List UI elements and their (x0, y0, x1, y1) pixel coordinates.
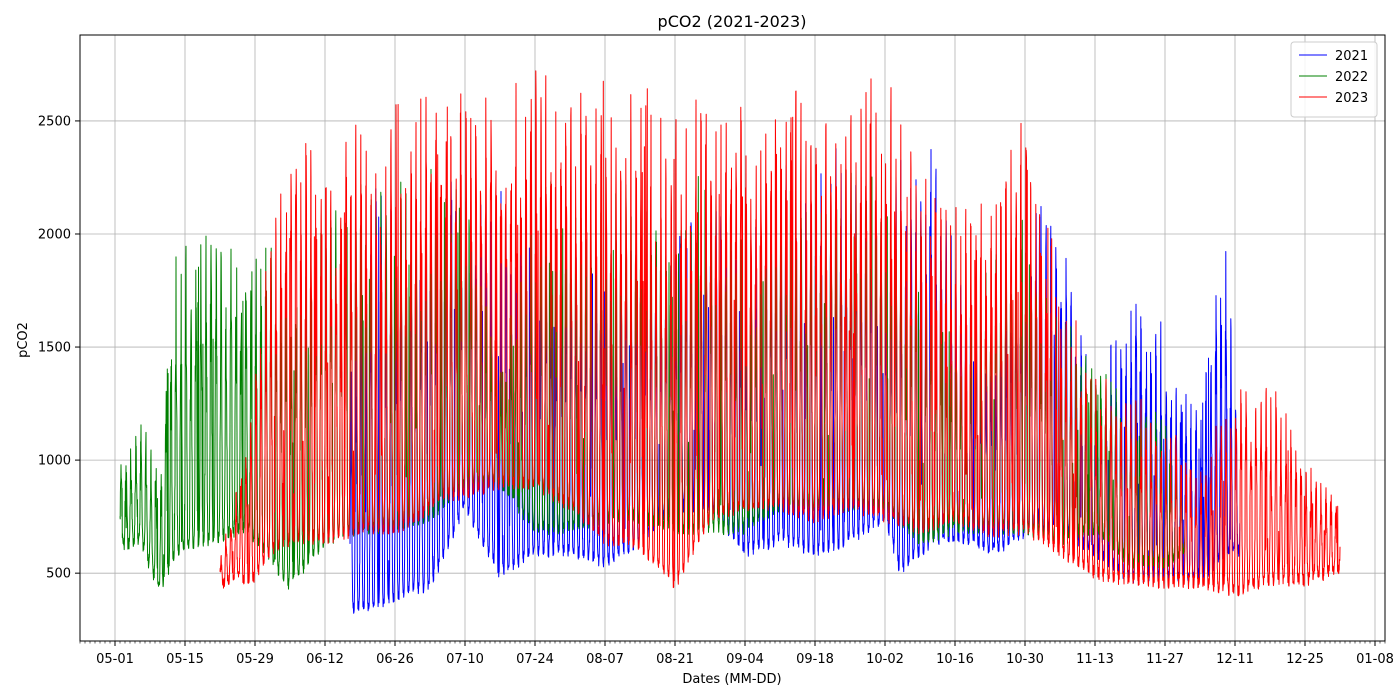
x-tick-label: 10-02 (866, 652, 904, 667)
x-tick-label: 06-12 (306, 652, 344, 667)
x-tick-label: 11-13 (1076, 652, 1114, 667)
x-tick-label: 07-10 (446, 652, 484, 667)
legend-label-2021: 2021 (1335, 49, 1368, 64)
x-tick-label: 08-21 (656, 652, 694, 667)
x-tick-label: 12-25 (1286, 652, 1324, 667)
x-tick-label: 05-29 (236, 652, 274, 667)
x-tick-label: 05-01 (96, 652, 134, 667)
y-tick-label: 500 (46, 567, 71, 582)
y-axis-label: pCO2 (16, 322, 31, 358)
x-tick-label: 12-11 (1216, 652, 1254, 667)
plot-frame (79, 34, 1386, 642)
x-tick-label: 01-08 (1356, 652, 1394, 667)
x-tick-label: 08-07 (586, 652, 624, 667)
x-tick-label: 06-26 (376, 652, 414, 667)
legend: 2021 2022 2023 (1290, 41, 1378, 118)
y-tick-label: 2500 (38, 114, 71, 129)
series-line-2023 (219, 70, 1341, 597)
x-tick-label: 10-30 (1006, 652, 1044, 667)
chart-title: pCO2 (2021-2023) (658, 12, 807, 31)
axes: 05-01 05-15 05-29 06-12 06-26 07-10 07-24 08-07… (38, 114, 1394, 667)
legend-frame (1290, 41, 1378, 118)
y-tick-label: 1000 (38, 454, 71, 469)
legend-label-2023: 2023 (1335, 91, 1368, 106)
x-tick-label: 11-27 (1146, 652, 1184, 667)
legend-label-2022: 2022 (1335, 70, 1368, 85)
x-tick-label: 07-24 (516, 652, 554, 667)
y-tick-label: 2000 (38, 227, 71, 242)
x-tick-label: 05-15 (166, 652, 204, 667)
x-tick-label: 09-04 (726, 652, 764, 667)
x-axis-label: Dates (MM-DD) (682, 672, 781, 687)
x-tick-label: 09-18 (796, 652, 834, 667)
x-tick-label: 10-16 (936, 652, 974, 667)
series-layer (119, 70, 1341, 614)
y-tick-label: 1500 (38, 341, 71, 356)
